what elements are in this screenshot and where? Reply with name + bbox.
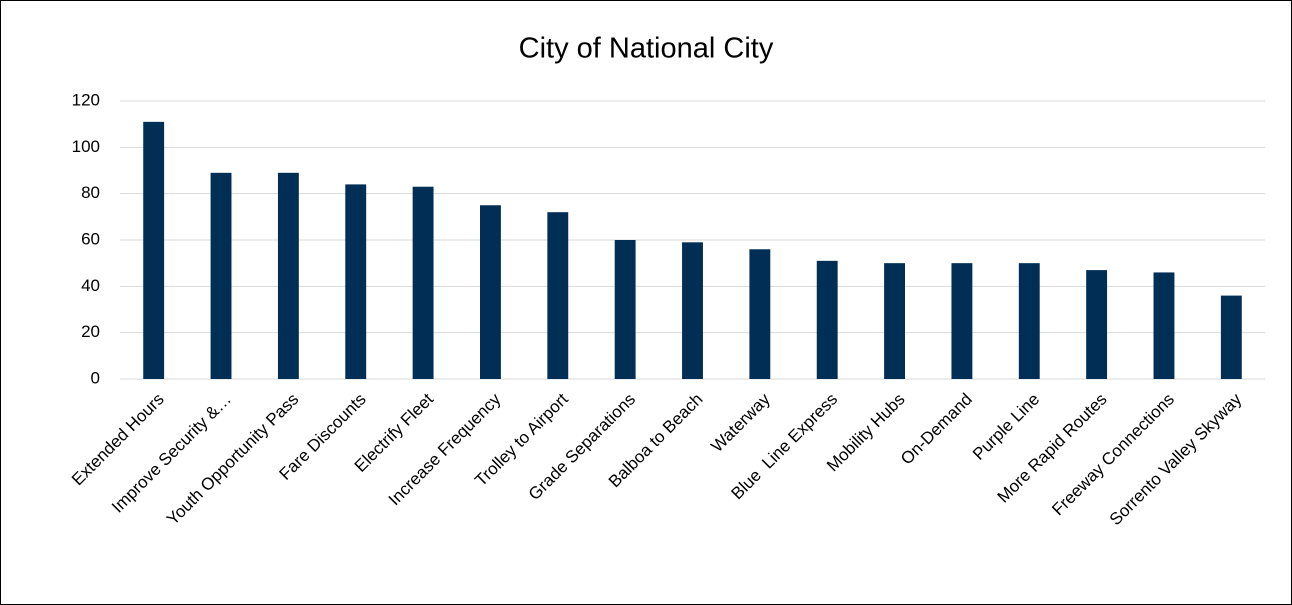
y-tick-label: 0 bbox=[91, 368, 100, 387]
chart-title: City of National City bbox=[519, 33, 774, 65]
bar bbox=[480, 205, 501, 379]
bar bbox=[1086, 270, 1108, 379]
bar bbox=[749, 249, 771, 379]
bar bbox=[143, 121, 165, 379]
bar bbox=[951, 263, 973, 379]
y-tick-label: 100 bbox=[72, 137, 100, 156]
bar bbox=[1018, 263, 1040, 379]
y-tick-label: 120 bbox=[72, 90, 100, 109]
bar bbox=[345, 184, 367, 379]
bar bbox=[884, 263, 905, 379]
y-tick-label: 60 bbox=[81, 229, 100, 248]
y-tick-label: 20 bbox=[81, 322, 100, 341]
bar bbox=[1220, 295, 1242, 379]
bar bbox=[412, 186, 434, 379]
bar bbox=[1153, 272, 1175, 379]
bar bbox=[816, 260, 838, 379]
bar bbox=[682, 242, 703, 379]
y-tick-label: 40 bbox=[81, 276, 100, 295]
y-tick-label: 80 bbox=[81, 183, 100, 202]
bar bbox=[210, 172, 232, 379]
bar bbox=[547, 212, 569, 379]
bar bbox=[277, 172, 299, 379]
bar bbox=[614, 240, 636, 379]
